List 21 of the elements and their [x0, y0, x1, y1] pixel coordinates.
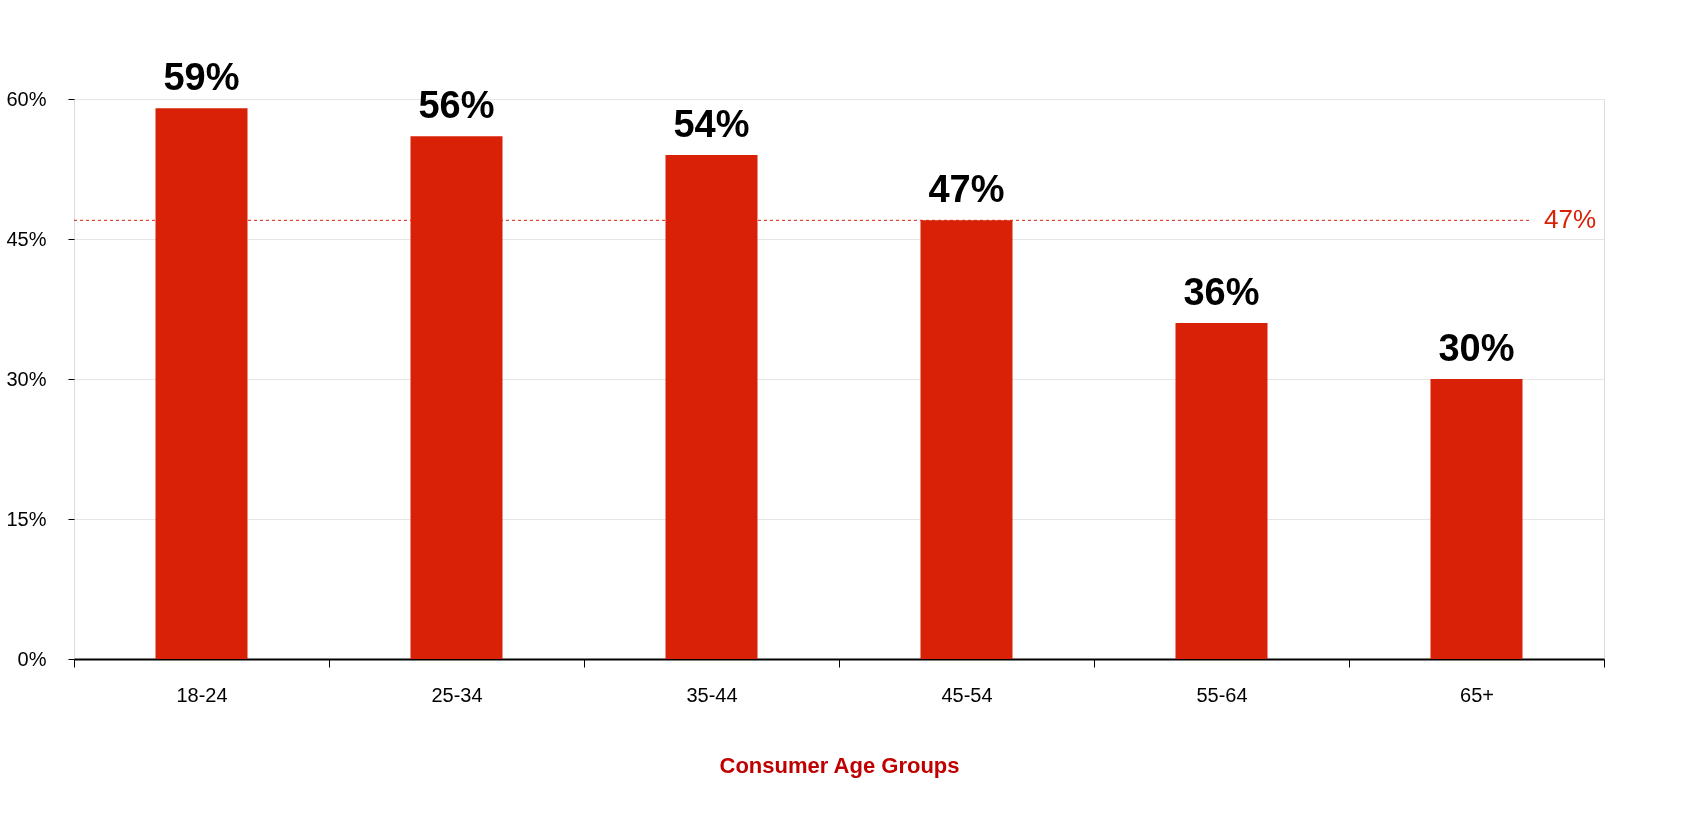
ref-line-label: 47% [1544, 204, 1597, 235]
bar [1430, 379, 1523, 659]
x-tick-label: 35-44 [686, 683, 738, 706]
data-label: 30% [1438, 327, 1515, 369]
bar [1175, 323, 1268, 659]
data-label: 36% [1183, 271, 1260, 313]
y-tick-label: 60% [6, 87, 47, 110]
data-label: 47% [928, 168, 1005, 211]
data-label: 59% [163, 56, 240, 99]
data-label: 54% [673, 103, 750, 145]
y-tick-label: 30% [6, 367, 47, 390]
y-tick-label: 15% [6, 507, 47, 530]
x-tick-label: 25-34 [431, 683, 483, 706]
x-tick-label: 55-64 [1196, 683, 1248, 706]
data-label: 56% [418, 84, 495, 127]
x-tick-label: 18-24 [176, 683, 228, 706]
y-tick-label: 45% [6, 227, 47, 250]
x-axis-title: Consumer Age Groups [719, 752, 960, 778]
x-tick-label: 45-54 [941, 683, 993, 706]
x-tick-label: 65+ [1460, 683, 1494, 706]
y-tick-label: 0% [17, 647, 47, 670]
